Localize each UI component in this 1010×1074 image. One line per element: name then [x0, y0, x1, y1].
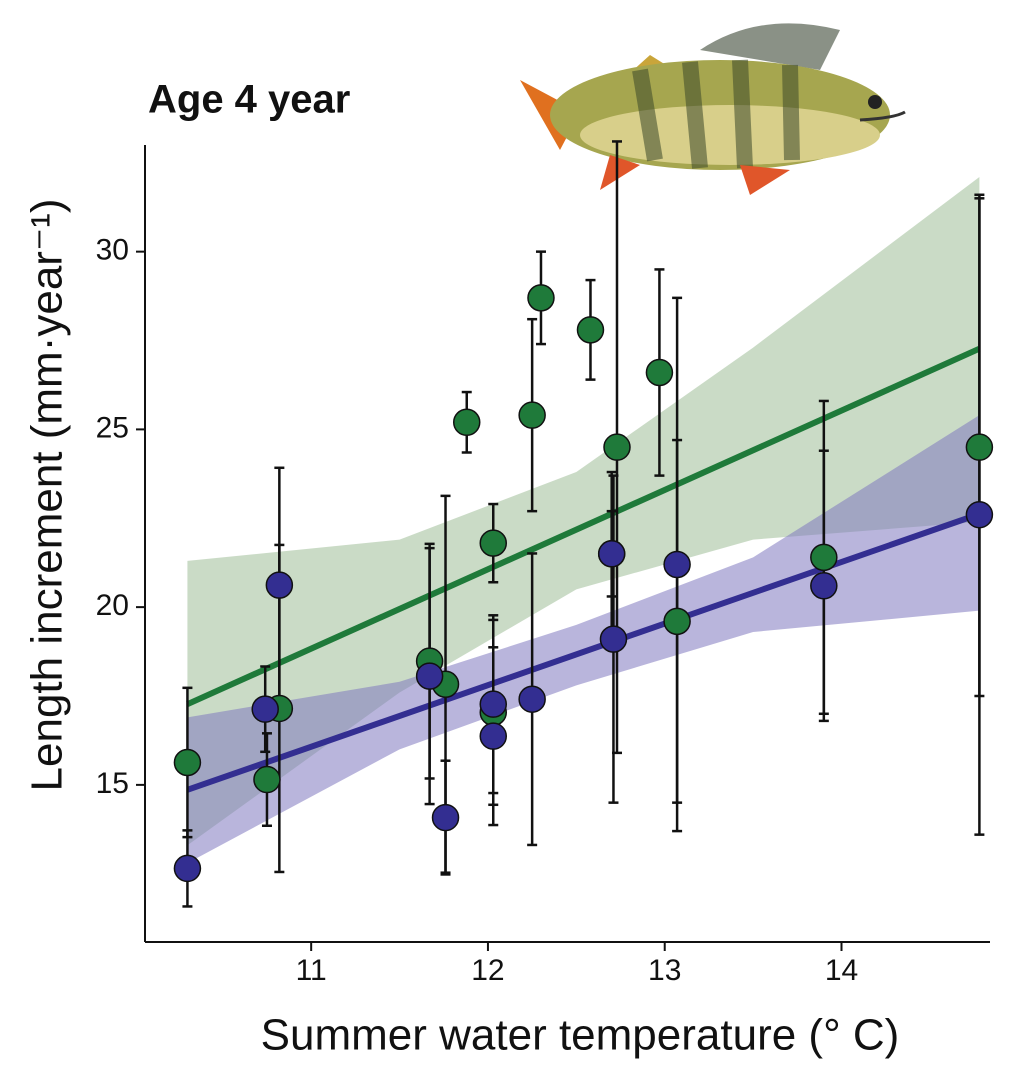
data-point: [518, 685, 546, 713]
data-point: [599, 625, 628, 653]
data-point: [251, 695, 279, 723]
data-point: [576, 316, 605, 344]
data-point: [415, 662, 444, 690]
fish-illustration: [520, 23, 906, 195]
regression-line: [186, 345, 981, 707]
x-tick-label: 11: [296, 954, 327, 987]
data-point: [479, 529, 508, 557]
data-point: [518, 401, 546, 429]
y-tick-label: 15: [96, 767, 129, 800]
data-point: [597, 540, 626, 568]
regression-line: [186, 511, 981, 793]
data-point: [645, 358, 674, 387]
data-point: [603, 433, 631, 461]
data-point: [663, 607, 691, 636]
confidence-band: [187, 176, 980, 846]
data-point: [965, 500, 994, 529]
data-point: [810, 572, 838, 600]
data-point: [173, 854, 202, 883]
y-tick-label: 25: [96, 411, 129, 444]
data-point: [479, 690, 508, 718]
confidence-band: [187, 415, 980, 864]
chart-title: Age 4 year: [148, 78, 350, 122]
y-tick-label: 30: [96, 234, 129, 267]
data-point: [663, 550, 691, 579]
data-point: [431, 803, 460, 832]
data-point: [810, 543, 838, 572]
data-point: [965, 433, 994, 461]
data-point: [173, 748, 202, 777]
x-tick-label: 13: [648, 954, 681, 987]
data-point: [527, 284, 555, 312]
y-tick-label: 20: [96, 589, 129, 622]
y-axis-label: Length increment (mm·year⁻¹): [23, 199, 72, 792]
plot-area: 11 12 13 14 15 20 25 30: [96, 140, 994, 987]
data-point: [452, 408, 481, 437]
data-point: [479, 722, 508, 750]
data-point: [253, 765, 281, 794]
data-point: [265, 571, 294, 599]
x-axis-label: Summer water temperature (° C): [261, 1011, 900, 1060]
x-tick-label: 12: [471, 954, 504, 987]
x-tick-label: 14: [825, 954, 858, 987]
